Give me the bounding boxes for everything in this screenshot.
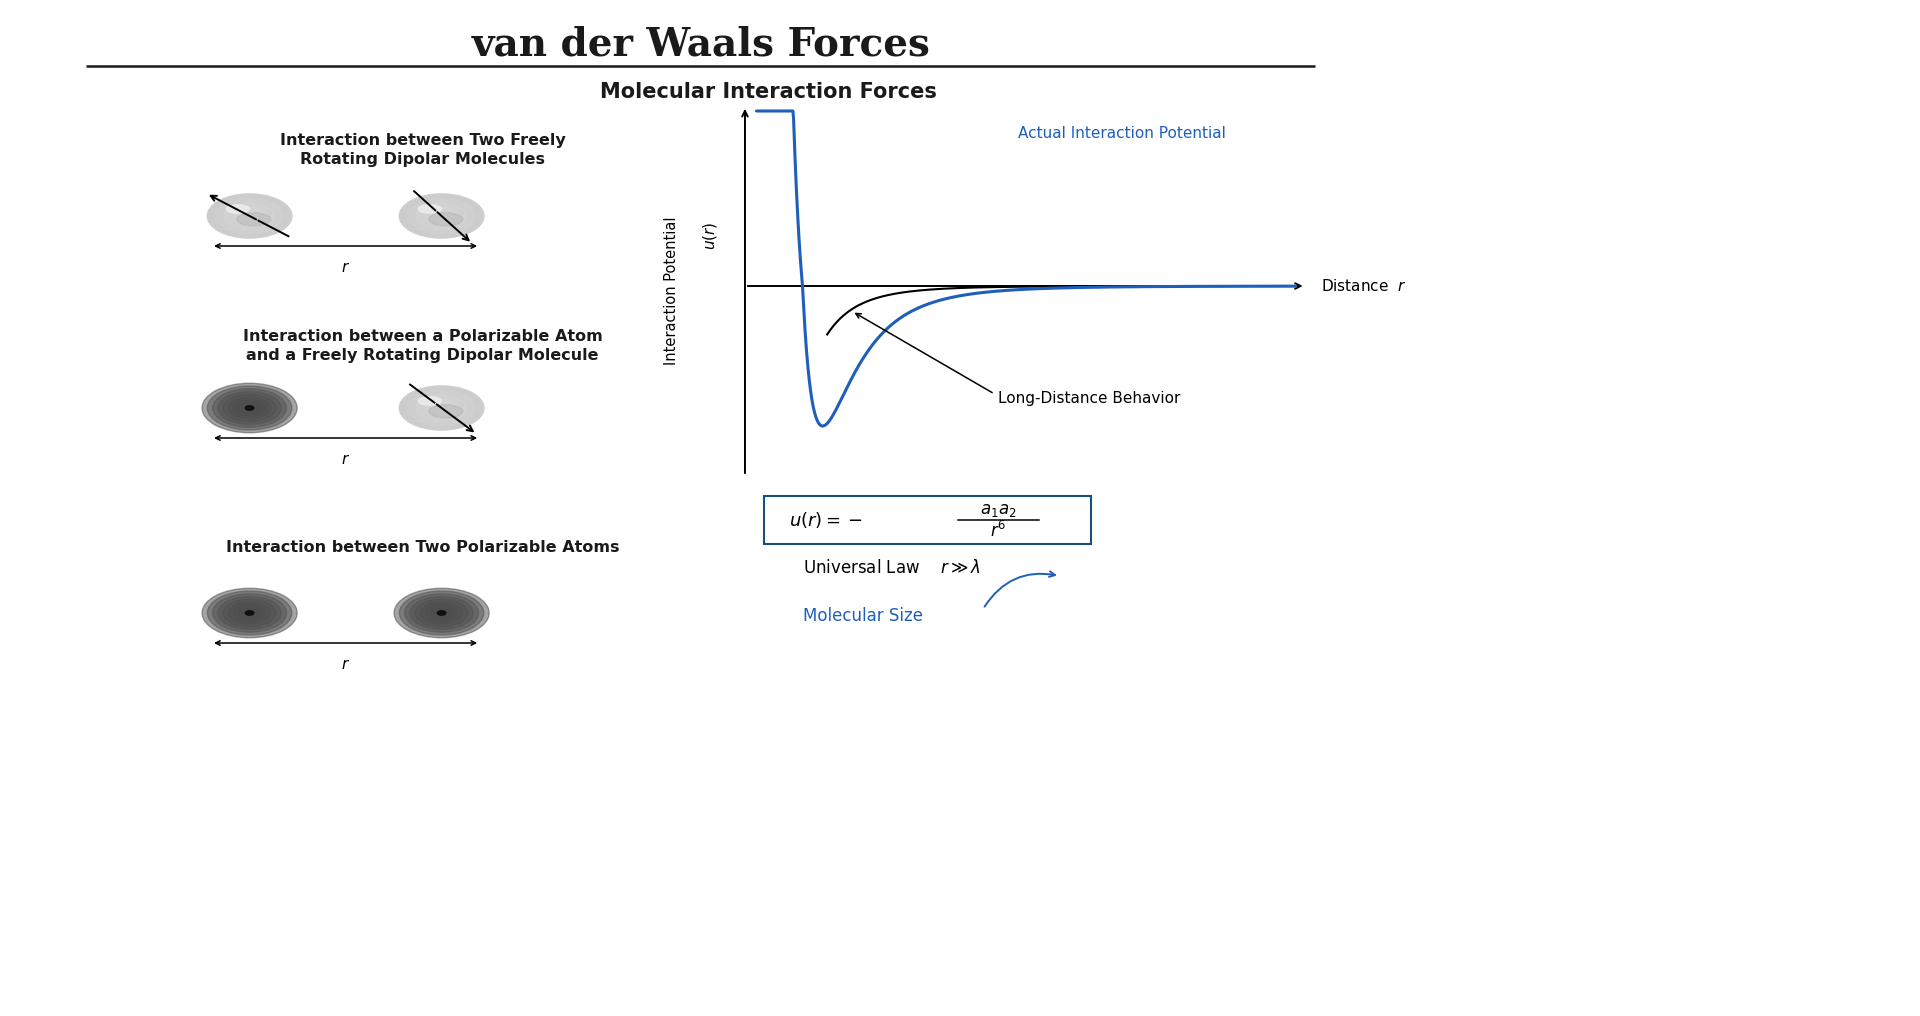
Ellipse shape xyxy=(405,593,478,632)
Ellipse shape xyxy=(424,207,459,225)
Bar xyxy=(764,496,1091,544)
Text: van der Waals Forces: van der Waals Forces xyxy=(472,25,929,63)
Ellipse shape xyxy=(419,205,442,213)
Ellipse shape xyxy=(394,588,490,638)
Ellipse shape xyxy=(238,608,259,619)
Ellipse shape xyxy=(232,207,267,225)
Ellipse shape xyxy=(207,591,292,635)
Text: Long-Distance Behavior: Long-Distance Behavior xyxy=(998,390,1181,405)
Text: $a_1 a_2$: $a_1 a_2$ xyxy=(979,501,1018,519)
Ellipse shape xyxy=(244,405,255,410)
Ellipse shape xyxy=(238,402,259,414)
Text: Molecular Size: Molecular Size xyxy=(803,607,922,625)
Text: $r$: $r$ xyxy=(342,657,349,672)
Text: $r$: $r$ xyxy=(342,452,349,467)
Text: Interaction Potential: Interaction Potential xyxy=(664,216,680,365)
Ellipse shape xyxy=(234,399,265,417)
Ellipse shape xyxy=(407,198,476,234)
Ellipse shape xyxy=(434,403,449,412)
Ellipse shape xyxy=(417,203,467,230)
Ellipse shape xyxy=(202,383,298,433)
Ellipse shape xyxy=(227,205,250,213)
Text: Distance  $r$: Distance $r$ xyxy=(1321,278,1405,294)
Circle shape xyxy=(246,405,253,410)
Ellipse shape xyxy=(436,611,447,616)
Text: Molecular Interaction Forces: Molecular Interaction Forces xyxy=(599,82,937,102)
Ellipse shape xyxy=(409,596,472,630)
Text: Interaction between Two Polarizable Atoms: Interaction between Two Polarizable Atom… xyxy=(227,541,618,556)
Ellipse shape xyxy=(430,608,453,619)
Ellipse shape xyxy=(202,588,298,638)
Ellipse shape xyxy=(223,394,276,422)
Ellipse shape xyxy=(420,602,463,624)
Ellipse shape xyxy=(242,211,257,220)
Text: $u(r) = -$: $u(r) = -$ xyxy=(789,510,862,530)
Ellipse shape xyxy=(419,397,442,405)
Ellipse shape xyxy=(399,386,484,430)
Ellipse shape xyxy=(217,596,280,630)
Ellipse shape xyxy=(215,198,284,234)
Ellipse shape xyxy=(207,194,292,238)
Ellipse shape xyxy=(213,593,286,632)
Ellipse shape xyxy=(217,391,280,425)
Text: $u(r)$: $u(r)$ xyxy=(701,221,720,250)
Ellipse shape xyxy=(407,390,476,426)
Ellipse shape xyxy=(399,591,484,635)
Ellipse shape xyxy=(225,203,275,230)
Ellipse shape xyxy=(207,194,292,238)
Ellipse shape xyxy=(424,399,459,417)
Ellipse shape xyxy=(236,212,271,226)
Ellipse shape xyxy=(428,404,463,418)
Text: Interaction between Two Freely
Rotating Dipolar Molecules: Interaction between Two Freely Rotating … xyxy=(280,133,564,168)
Text: Universal Law    $r \gg \lambda$: Universal Law $r \gg \lambda$ xyxy=(803,559,981,577)
Ellipse shape xyxy=(415,599,468,627)
Ellipse shape xyxy=(434,211,449,220)
Text: $r^6$: $r^6$ xyxy=(991,521,1006,542)
Ellipse shape xyxy=(417,395,467,422)
Circle shape xyxy=(438,611,445,616)
Text: Actual Interaction Potential: Actual Interaction Potential xyxy=(1018,127,1225,141)
Ellipse shape xyxy=(213,389,286,428)
Ellipse shape xyxy=(234,605,265,621)
Ellipse shape xyxy=(399,194,484,238)
Ellipse shape xyxy=(223,599,276,627)
Text: $r$: $r$ xyxy=(342,260,349,275)
Text: Interaction between a Polarizable Atom
and a Freely Rotating Dipolar Molecule: Interaction between a Polarizable Atom a… xyxy=(242,328,603,364)
Ellipse shape xyxy=(428,212,463,226)
Ellipse shape xyxy=(244,611,255,616)
Ellipse shape xyxy=(399,386,484,430)
Ellipse shape xyxy=(426,605,457,621)
Ellipse shape xyxy=(228,397,271,419)
Ellipse shape xyxy=(399,194,484,238)
Ellipse shape xyxy=(228,602,271,624)
Circle shape xyxy=(246,611,253,616)
Ellipse shape xyxy=(207,386,292,430)
